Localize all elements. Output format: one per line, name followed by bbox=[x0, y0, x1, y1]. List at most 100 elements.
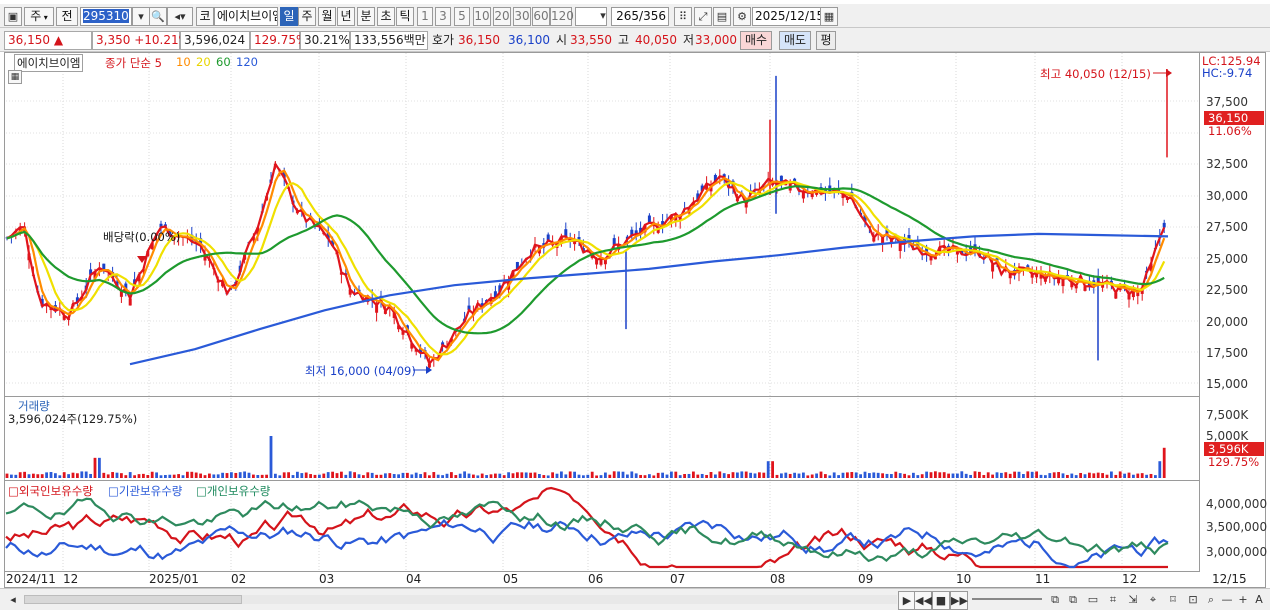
all-button[interactable]: 전 bbox=[56, 7, 78, 26]
data-count-field[interactable]: 265/356 bbox=[611, 7, 669, 26]
fast-forward-icon[interactable]: ▶▶ bbox=[950, 591, 968, 610]
box-icon[interactable]: ▭ bbox=[1087, 593, 1099, 606]
volume-bar bbox=[1088, 472, 1091, 478]
chevron-down-icon[interactable]: ▾ bbox=[132, 7, 150, 26]
avg-button[interactable]: 평 bbox=[816, 31, 836, 50]
sound-icon[interactable]: ◂▾ bbox=[167, 7, 193, 26]
period-week[interactable]: 주 bbox=[298, 7, 316, 26]
interval-20[interactable]: 20 bbox=[493, 7, 511, 26]
candle-body bbox=[348, 289, 352, 295]
volume-summary: 3,596,024주(129.75%) bbox=[8, 412, 138, 426]
period-minute[interactable]: 분 bbox=[357, 7, 375, 26]
date-field[interactable]: 2025/12/15 bbox=[752, 7, 822, 26]
legend-institution: □기관보유수량 bbox=[108, 484, 183, 498]
volume-bar bbox=[54, 473, 57, 478]
volume-bar bbox=[480, 473, 484, 478]
volume-bar bbox=[432, 472, 436, 478]
custom-interval-input[interactable] bbox=[575, 7, 607, 26]
rewind-icon[interactable]: ◀◀ bbox=[914, 591, 932, 610]
table-icon[interactable]: ▦ bbox=[8, 70, 22, 84]
zoom-in-icon[interactable]: + bbox=[1238, 593, 1248, 606]
interval-3[interactable]: 3 bbox=[435, 7, 451, 26]
volume-bar bbox=[516, 472, 519, 478]
candle-body bbox=[1008, 273, 1012, 279]
crosshair-icon[interactable]: ⌖ bbox=[1149, 593, 1157, 606]
zoom-slider[interactable] bbox=[972, 598, 1042, 600]
volume-bar bbox=[1140, 473, 1144, 478]
chevron-down-icon[interactable]: ▾ bbox=[600, 9, 606, 22]
volume-bar bbox=[458, 473, 462, 478]
volume-bar bbox=[49, 472, 53, 478]
search-icon[interactable]: 🔍 bbox=[149, 7, 167, 26]
volume-bar bbox=[612, 471, 616, 478]
window-icon[interactable]: ▣ bbox=[4, 7, 22, 26]
volume-bar bbox=[1083, 474, 1087, 478]
search-icon[interactable]: ⌕ bbox=[1207, 593, 1215, 606]
foreign-holdings-line bbox=[5, 486, 1168, 569]
stock-code-input[interactable]: 295310 bbox=[80, 7, 132, 26]
candle-body bbox=[599, 258, 603, 265]
volume-bar bbox=[120, 473, 123, 478]
pin-icon[interactable]: ⌑ bbox=[1170, 593, 1176, 606]
volume-bar bbox=[920, 474, 924, 478]
volume-bar bbox=[1110, 471, 1113, 478]
gear-icon[interactable]: ⚙ bbox=[733, 7, 751, 26]
volume-bar bbox=[907, 475, 911, 478]
camera-icon[interactable]: ⊡ bbox=[1188, 593, 1198, 606]
period-day[interactable]: 일 bbox=[280, 7, 298, 26]
volume-bar bbox=[384, 473, 387, 478]
buy-button[interactable]: 매수 bbox=[740, 31, 772, 50]
trade-amount: 133,556백만 bbox=[350, 31, 428, 50]
scroll-left-icon[interactable]: ◂ bbox=[10, 593, 16, 606]
layout-icon[interactable]: ⧉ bbox=[1069, 593, 1077, 606]
candle-body bbox=[595, 259, 599, 265]
code-button[interactable]: 코 bbox=[196, 7, 214, 26]
interval-10[interactable]: 10 bbox=[473, 7, 491, 26]
volume-bar bbox=[247, 472, 251, 478]
volume-bar bbox=[617, 471, 620, 478]
volume-bar bbox=[621, 471, 625, 478]
stock-name-field[interactable]: 에이치브이엠 bbox=[214, 7, 278, 26]
save-icon[interactable]: ▤ bbox=[713, 7, 731, 26]
calendar-icon[interactable]: ▦ bbox=[820, 7, 838, 26]
volume-bar bbox=[309, 474, 312, 478]
volume-bar bbox=[318, 474, 321, 478]
interval-60[interactable]: 60 bbox=[532, 7, 550, 26]
copy-icon[interactable]: ⧉ bbox=[1051, 593, 1059, 606]
volume-bar bbox=[348, 471, 352, 478]
volume-title: 거래량 bbox=[18, 399, 50, 413]
interval-30[interactable]: 30 bbox=[513, 7, 531, 26]
legend-foreign-label: 외국인보유수량 bbox=[18, 484, 93, 498]
candle-body bbox=[419, 348, 423, 354]
change-box: 3,350 +10.21% bbox=[92, 31, 190, 50]
candle-body bbox=[929, 256, 933, 261]
fit-icon[interactable]: ⇲ bbox=[1128, 593, 1138, 606]
period-month[interactable]: 월 bbox=[318, 7, 336, 26]
scroll-track[interactable] bbox=[24, 595, 242, 604]
text-icon[interactable]: ⌗ bbox=[1109, 593, 1117, 606]
y-tick: 27,500 bbox=[1206, 220, 1248, 234]
ma10-line bbox=[6, 169, 1166, 362]
period-second[interactable]: 초 bbox=[377, 7, 395, 26]
font-icon[interactable]: A bbox=[1255, 593, 1263, 606]
volume-bar bbox=[969, 474, 972, 478]
period-year[interactable]: 년 bbox=[337, 7, 355, 26]
interval-1[interactable]: 1 bbox=[417, 7, 433, 26]
interval-5[interactable]: 5 bbox=[454, 7, 470, 26]
draw-icon[interactable]: ⤢ bbox=[694, 7, 712, 26]
candle-body bbox=[1114, 292, 1118, 299]
bottom-scrollbar[interactable]: ◂ ▶ ◀◀ ■ ▶▶ ⧉ ⧉ ▭ ⌗ ⇲ ⌖ ⌑ ⊡ ⌕ — + A bbox=[0, 588, 1270, 610]
stop-icon[interactable]: ■ bbox=[932, 591, 950, 610]
volume-bar bbox=[810, 474, 814, 478]
sell-button[interactable]: 매도 bbox=[779, 31, 811, 50]
volume-bar bbox=[709, 472, 713, 478]
volume-pct-tag: 129.75% bbox=[1208, 455, 1260, 469]
volume-bar bbox=[300, 473, 304, 478]
zoom-out-icon[interactable]: — bbox=[1221, 593, 1233, 606]
scroll-thumb[interactable] bbox=[242, 595, 897, 604]
interval-120[interactable]: 120 bbox=[550, 7, 574, 26]
market-select[interactable]: 주 ▾ bbox=[24, 7, 54, 26]
period-tick[interactable]: 틱 bbox=[396, 7, 414, 26]
volume-bar bbox=[208, 473, 211, 478]
grid-icon[interactable]: ⠿ bbox=[674, 7, 692, 26]
